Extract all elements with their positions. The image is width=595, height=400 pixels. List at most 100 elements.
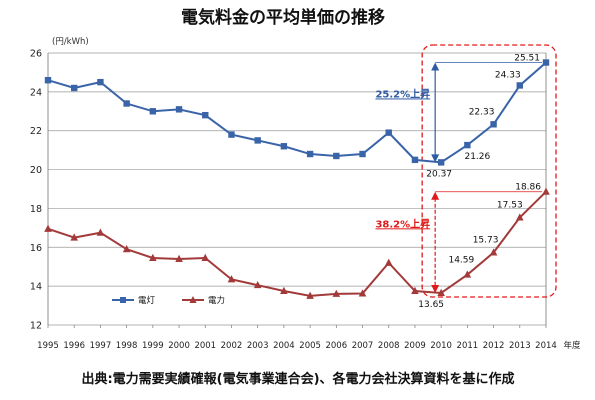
- data-point: [175, 106, 183, 113]
- data-label: 14.59: [448, 256, 474, 266]
- data-point: [122, 245, 131, 253]
- series-power: [44, 187, 550, 299]
- data-point: [280, 286, 288, 294]
- x-tick-label: 1996: [63, 341, 85, 351]
- increase-annotation: 25.2%上昇: [375, 62, 542, 163]
- data-label: 17.53: [497, 201, 523, 211]
- data-point: [359, 150, 366, 158]
- y-tick-label: 16: [30, 243, 42, 254]
- x-tick-label: 1999: [142, 341, 164, 351]
- data-point: [123, 100, 130, 107]
- data-point: [333, 152, 340, 160]
- x-tick-label: 2002: [221, 341, 243, 351]
- data-label: 25.51: [514, 54, 540, 64]
- x-tick-label: 2008: [378, 341, 400, 351]
- annotation-label: 38.2%上昇: [375, 217, 430, 230]
- x-tick-label: 2009: [404, 341, 426, 351]
- x-axis-suffix: 年度: [563, 340, 581, 351]
- data-label: 15.73: [473, 236, 499, 246]
- series-line: [47, 191, 547, 297]
- y-tick-label: 22: [30, 126, 42, 137]
- data-point: [463, 270, 472, 278]
- data-point: [44, 77, 52, 84]
- data-label: 24.33: [495, 70, 521, 80]
- data-point: [384, 258, 393, 266]
- data-point: [306, 291, 314, 299]
- x-tick-label: 1997: [90, 341, 112, 351]
- data-point: [385, 129, 392, 136]
- data-point: [490, 121, 497, 128]
- data-point: [254, 137, 261, 144]
- x-tick-label: 2011: [457, 341, 479, 351]
- x-tick-label: 2003: [247, 341, 269, 351]
- annotation-label: 25.2%上昇: [375, 87, 430, 100]
- data-point: [149, 253, 157, 261]
- x-tick-label: 2001: [194, 341, 216, 351]
- series-lighting: [44, 59, 550, 166]
- x-tick-label: 2004: [273, 341, 295, 351]
- x-tick-label: 2014: [535, 341, 557, 351]
- chart-title: 電気料金の平均単価の推移: [181, 7, 385, 28]
- data-point: [358, 289, 367, 297]
- data-point: [201, 253, 210, 261]
- y-tick-label: 12: [30, 321, 42, 332]
- arrow-head-up: [431, 191, 440, 200]
- x-tick-label: 2010: [430, 341, 452, 351]
- y-tick-label: 24: [30, 87, 42, 98]
- data-point: [542, 187, 550, 195]
- data-point: [70, 233, 79, 241]
- y-tick-label: 26: [30, 49, 42, 60]
- x-tick-label: 2005: [299, 341, 321, 351]
- data-point: [227, 275, 236, 283]
- arrow-head-down: [431, 284, 440, 293]
- x-tick-label: 2012: [483, 341, 505, 351]
- data-point: [306, 150, 314, 158]
- data-point: [44, 224, 52, 232]
- source-note: 出典:電力需要実績確報(電気事業連合会)、各電力会社決算資料を基に作成: [81, 371, 514, 387]
- x-ticks: 1995 1996 1997 1998 1999 2000 2001 2002 2003 2004…: [37, 325, 557, 351]
- data-label: 21.26: [464, 152, 490, 162]
- data-point: [228, 131, 235, 138]
- data-point: [96, 228, 105, 236]
- data-point: [97, 78, 104, 86]
- data-point: [175, 254, 183, 262]
- legend-marker: [189, 296, 197, 303]
- data-label: 13.65: [418, 300, 444, 310]
- data-point: [437, 288, 445, 296]
- highlight-rect: [421, 44, 557, 298]
- data-point: [542, 59, 550, 66]
- annotations: 25.2%上昇 38.2%上昇: [375, 62, 542, 293]
- data-point: [202, 111, 209, 119]
- grid: [47, 52, 547, 326]
- increase-annotation: 38.2%上昇: [375, 191, 542, 293]
- data-point: [411, 286, 419, 294]
- legend-label: 電灯: [138, 295, 156, 306]
- y-tick-label: 14: [30, 282, 42, 293]
- data-label: 18.86: [515, 183, 541, 193]
- data-point: [71, 84, 78, 92]
- data-label: 20.37: [426, 169, 452, 179]
- arrow-head-up: [431, 62, 440, 71]
- y-tick-label: 18: [30, 204, 42, 215]
- series-line: [47, 61, 547, 164]
- data-label: 22.33: [469, 107, 495, 117]
- data-point: [149, 108, 157, 115]
- data-point: [516, 82, 523, 89]
- legend-item: 電力: [182, 295, 225, 306]
- data-labels: 20.37 21.26 22.33 24.33 25.51 13.65 14.59 15.73…: [418, 54, 541, 310]
- data-point: [464, 141, 471, 149]
- data-point: [489, 248, 498, 256]
- legend-item: 電灯: [112, 295, 156, 306]
- x-tick-label: 1998: [116, 341, 138, 351]
- data-point: [515, 213, 524, 221]
- data-point: [253, 280, 262, 289]
- y-tick-label: 20: [30, 165, 42, 176]
- legend-marker: [120, 297, 126, 303]
- legend-label: 電力: [208, 295, 225, 306]
- x-tick-label: 2007: [352, 341, 374, 351]
- data-point: [437, 159, 445, 166]
- series: [44, 59, 550, 299]
- x-tick-label: 2006: [325, 341, 347, 351]
- y-ticks: 12 14 16 18 20 22 24 26: [30, 49, 42, 332]
